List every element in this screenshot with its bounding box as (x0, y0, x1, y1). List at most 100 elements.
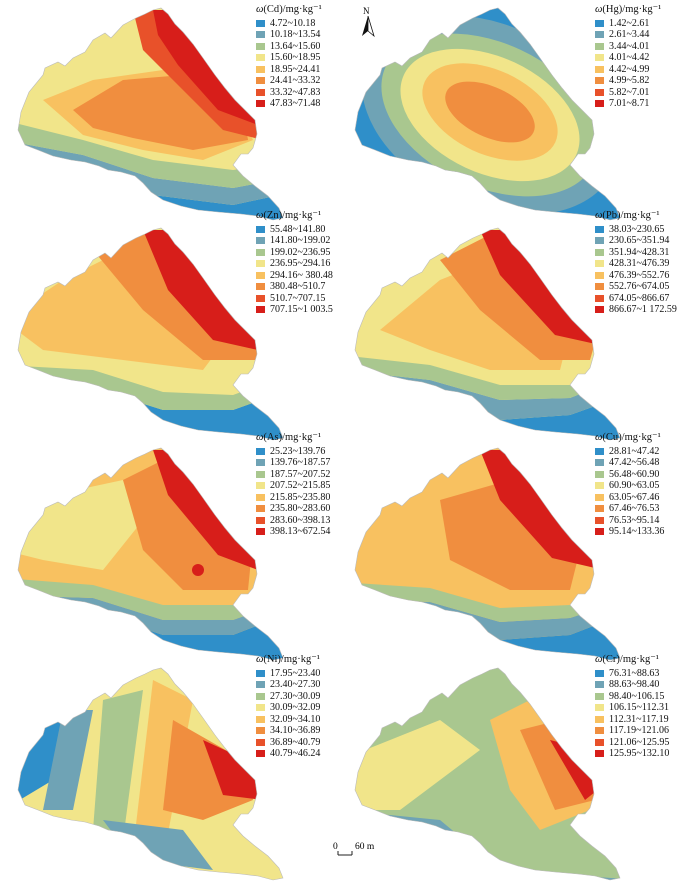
legend-item: 5.82~7.01 (595, 87, 661, 99)
legend-label: 30.09~32.09 (270, 702, 321, 713)
legend-swatch (256, 88, 265, 96)
legend-item: 2.61~3.44 (595, 29, 661, 41)
legend-label: 141.80~199.02 (270, 235, 331, 246)
legend-item: 707.15~1 003.5 (256, 304, 333, 316)
legend-label: 215.85~235.80 (270, 491, 331, 503)
legend-label: 283.60~398.13 (270, 514, 331, 526)
legend-swatch (595, 692, 604, 700)
legend-item: 476.39~552.76 (595, 270, 677, 282)
legend-item: 215.85~235.80 (256, 492, 330, 504)
legend-label: 674.05~866.67 (609, 292, 670, 304)
legend-swatch (595, 19, 604, 27)
legend-label: 17.95~23.40 (270, 667, 321, 679)
legend-swatch (256, 271, 265, 279)
legend-item: 30.09~32.09 (256, 702, 320, 714)
legend-swatch (595, 88, 604, 96)
legend-label: 235.80~283.60 (270, 503, 331, 514)
legend-item: 47.42~56.48 (595, 457, 664, 469)
legend-swatch (256, 669, 265, 677)
legend-swatch (256, 447, 265, 455)
legend-title: ω(As)/mg·kg⁻¹ (256, 432, 322, 443)
legend-swatch (595, 447, 604, 455)
legend-item: 36.89~40.79 (256, 737, 320, 749)
legend-label: 294.16~ 380.48 (270, 269, 333, 281)
legend-swatch (595, 65, 604, 73)
legend-swatch (595, 482, 604, 490)
legend-item: 13.64~15.60 (256, 41, 322, 53)
north-arrow-icon (362, 16, 375, 38)
legend-title: ω(Cu)/mg·kg⁻¹ (595, 432, 661, 443)
legend-label: 236.95~294.16 (270, 258, 331, 269)
legend-item: 56.48~60.90 (595, 469, 664, 481)
legend-label: 40.79~46.24 (270, 748, 321, 759)
legend-label: 60.90~63.05 (609, 480, 660, 491)
legend-item: 230.65~351.94 (595, 235, 677, 247)
legend-item: 24.41~33.32 (256, 75, 322, 87)
legend-item: 76.53~95.14 (595, 515, 664, 527)
legend-item: 380.48~510.7 (256, 281, 333, 293)
legend-label: 24.41~33.32 (270, 75, 321, 86)
legend-label: 4.99~5.82 (609, 75, 650, 86)
legend-label: 15.60~18.95 (270, 52, 321, 63)
legend-item: 7.01~8.71 (595, 98, 661, 110)
legend-item: 3.44~4.01 (595, 41, 661, 53)
scale-length-label: 60 m (355, 842, 375, 852)
legend-label: 552.76~674.05 (609, 281, 670, 292)
north-arrow: N (361, 6, 375, 38)
legend-swatch (595, 225, 604, 233)
legend-label: 187.57~207.52 (270, 468, 331, 480)
legend-swatch (256, 294, 265, 302)
legend-swatch (256, 225, 265, 233)
legend-swatch (595, 704, 604, 712)
legend-item: 283.60~398.13 (256, 515, 330, 527)
legend-label: 34.10~36.89 (270, 725, 321, 736)
north-label: N (363, 6, 370, 16)
legend-swatch (595, 54, 604, 62)
legend-label: 47.42~56.48 (609, 457, 660, 468)
legend-swatch (256, 738, 265, 746)
legend-label: 125.95~132.10 (609, 748, 670, 759)
legend-cd: ω(Cd)/mg·kg⁻¹ 4.72~10.18 10.18~13.54 13.64… (256, 4, 322, 110)
legend-swatch (595, 271, 604, 279)
legend-title: ω(Ni)/mg·kg⁻¹ (256, 654, 320, 665)
legend-item: 552.76~674.05 (595, 281, 677, 293)
legend-item: 88.63~98.40 (595, 679, 669, 691)
legend-swatch (595, 294, 604, 302)
legend-item: 398.13~672.54 (256, 526, 330, 538)
legend-swatch (256, 470, 265, 478)
legend-label: 95.14~133.36 (609, 526, 665, 537)
legend-swatch (256, 260, 265, 268)
legend-swatch (595, 505, 604, 513)
legend-label: 10.18~13.54 (270, 29, 321, 40)
legend-swatch (256, 528, 265, 536)
legend-swatch (595, 283, 604, 291)
legend-label: 112.31~117.19 (609, 713, 669, 725)
legend-zn: ω(Zn)/mg·kg⁻¹ 55.48~141.80 141.80~199.02 1… (256, 210, 333, 316)
legend-item: 76.31~88.63 (595, 668, 669, 680)
legend-item: 4.72~10.18 (256, 18, 322, 30)
legend-swatch (256, 727, 265, 735)
legend-swatch (256, 19, 265, 27)
legend-item: 235.80~283.60 (256, 503, 330, 515)
legend-title: ω(Cr)/mg·kg⁻¹ (595, 654, 659, 665)
legend-swatch (595, 727, 604, 735)
legend-label: 67.46~76.53 (609, 503, 660, 514)
legend-item: 125.95~132.10 (595, 748, 669, 760)
legend-label: 32.09~34.10 (270, 713, 321, 725)
legend-swatch (256, 704, 265, 712)
legend-label: 106.15~112.31 (609, 702, 670, 713)
legend-swatch (595, 42, 604, 50)
legend-label: 510.7~707.15 (270, 292, 326, 304)
legend-swatch (256, 100, 265, 108)
legend-item: 60.90~63.05 (595, 480, 664, 492)
legend-label: 28.81~47.42 (609, 445, 660, 457)
legend-item: 141.80~199.02 (256, 235, 333, 247)
legend-label: 117.19~121.06 (609, 725, 670, 736)
legend-label: 4.72~10.18 (270, 17, 316, 29)
legend-label: 13.64~15.60 (270, 40, 321, 52)
legend-swatch (595, 493, 604, 501)
legend-pb: ω(Pb)/mg·kg⁻¹ 38.03~230.65 230.65~351.94 3… (595, 210, 677, 316)
legend-swatch (256, 750, 265, 758)
legend-cr: ω(Cr)/mg·kg⁻¹ 76.31~88.63 88.63~98.40 98.4… (595, 654, 669, 760)
